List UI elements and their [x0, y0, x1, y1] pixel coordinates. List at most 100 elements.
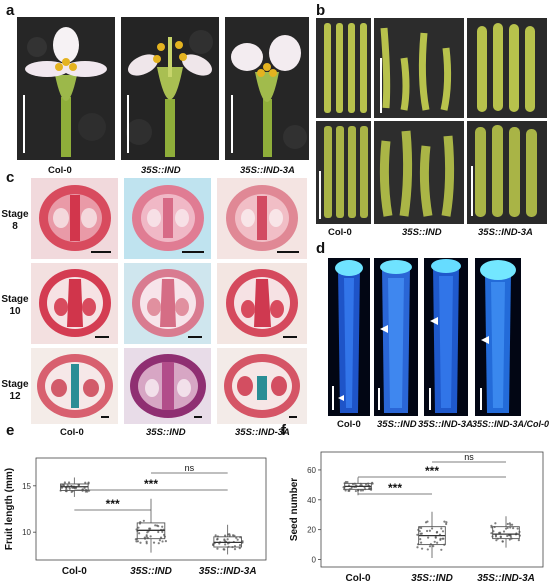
panel-label-f: f: [281, 422, 286, 439]
data-point: [416, 533, 419, 536]
data-point: [498, 531, 501, 534]
data-point: [342, 486, 345, 489]
data-point: [148, 527, 152, 530]
significance-label: ***: [388, 481, 402, 495]
data-point: [136, 540, 139, 543]
data-point: [74, 486, 77, 490]
fluor-35s-ind: [374, 258, 418, 416]
data-point: [368, 486, 371, 490]
section-35s-ind-stage10: [124, 263, 211, 344]
fruit-photo-35s-ind-3a-bottom: [467, 121, 547, 224]
x-tick-label: 35S::IND: [411, 573, 453, 584]
fruit-photo-col0-bottom: [316, 121, 371, 224]
data-point: [63, 481, 66, 484]
data-point: [66, 484, 69, 487]
y-tick-label: 20: [307, 526, 316, 535]
data-point: [155, 524, 159, 527]
label-a-col0: Col-0: [48, 165, 72, 176]
data-point: [419, 538, 422, 541]
label-d-35s-ind-3a-col0: 35S::IND-3A/Col-0: [472, 419, 550, 429]
data-point: [364, 483, 368, 486]
data-point: [424, 521, 428, 524]
data-point: [235, 536, 238, 539]
data-point: [420, 541, 423, 544]
y-tick-label: 10: [22, 528, 31, 537]
fruit-photo-35s-ind-bottom: [374, 121, 464, 224]
data-point: [501, 540, 504, 543]
data-point: [84, 481, 87, 484]
label-b-35s-ind-3a: 35S::IND-3A: [478, 227, 533, 238]
data-point: [506, 534, 509, 538]
data-point: [161, 530, 164, 533]
data-point: [233, 547, 237, 551]
fruit-photo-35s-ind-3a-top: [467, 18, 547, 118]
section-col0-stage8: [31, 178, 118, 259]
data-point: [442, 537, 445, 540]
data-point: [149, 535, 152, 538]
data-point: [346, 480, 349, 484]
data-point: [490, 532, 493, 535]
data-point: [226, 538, 229, 541]
data-point: [138, 532, 141, 535]
data-point: [139, 541, 142, 544]
data-point: [157, 542, 160, 545]
data-point: [426, 548, 429, 551]
stage-label-12: Stage 12: [1, 379, 29, 402]
significance-label: ns: [185, 463, 195, 473]
data-point: [157, 530, 160, 534]
data-point: [494, 522, 497, 525]
y-axis-label: Fruit length (mm): [4, 468, 15, 550]
data-point: [418, 530, 421, 533]
flower-photo-col0: [17, 17, 115, 160]
data-point: [432, 545, 435, 548]
section-35s-ind-3a-stage12: [217, 348, 307, 424]
y-tick-label: 15: [22, 482, 31, 491]
label-c-35s-ind: 35S::IND: [146, 427, 186, 438]
label-b-col0: Col-0: [328, 227, 352, 238]
data-point: [506, 526, 509, 529]
y-tick-label: 40: [307, 496, 316, 505]
data-point: [371, 482, 374, 485]
data-point: [134, 538, 137, 541]
data-point: [495, 539, 498, 542]
significance-label: ***: [144, 477, 158, 491]
stage-label-8: Stage 8: [1, 209, 29, 232]
x-tick-label: Col-0: [62, 566, 87, 577]
data-point: [419, 532, 422, 535]
panel-label-b: b: [316, 2, 326, 19]
data-point: [425, 529, 429, 533]
data-point: [236, 538, 239, 541]
data-point: [436, 541, 439, 544]
data-point: [216, 537, 219, 541]
label-a-35s-ind-3a: 35S::IND-3A: [240, 165, 295, 176]
x-tick-label: 35S::IND: [130, 566, 172, 577]
data-point: [146, 531, 149, 534]
data-point: [416, 546, 419, 549]
data-point: [359, 489, 363, 492]
data-point: [223, 539, 226, 542]
label-c-col0: Col-0: [60, 427, 84, 438]
data-point: [511, 523, 514, 526]
data-point: [509, 523, 512, 526]
data-point: [68, 487, 71, 490]
data-point: [142, 519, 145, 522]
x-tick-label: Col-0: [346, 573, 371, 584]
data-point: [145, 535, 148, 538]
chart-e: 10 15 Fruit length (mm)Col-0 35S::IND 35S::I…: [4, 457, 267, 577]
data-point: [216, 547, 219, 550]
data-point: [238, 543, 242, 547]
data-point: [499, 536, 502, 539]
data-point: [137, 526, 140, 529]
data-point: [152, 541, 156, 544]
fruit-photo-35s-ind-top: [374, 18, 464, 118]
data-point: [441, 530, 445, 533]
data-point: [67, 481, 71, 484]
data-point: [361, 489, 365, 492]
data-point: [420, 526, 423, 530]
panel-label-d: d: [316, 240, 326, 257]
fluor-35s-ind-3a-col0: [475, 258, 521, 416]
fluor-35s-ind-3a: [424, 258, 468, 416]
panel-label-a: a: [6, 2, 15, 19]
panel-label-e: e: [6, 422, 15, 439]
